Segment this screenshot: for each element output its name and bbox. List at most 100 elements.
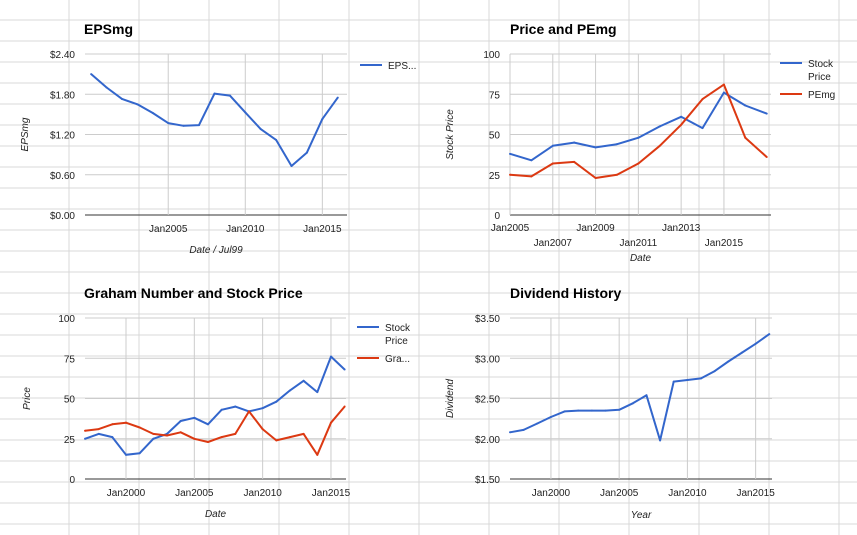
graham-data-point xyxy=(97,432,100,435)
eps-y-tick-label: $0.00 xyxy=(50,211,75,222)
price-x-tick-label: Jan2013 xyxy=(662,223,701,234)
graham-data-point xyxy=(220,408,223,411)
eps-y-tick-label: $1.80 xyxy=(50,90,75,101)
price-data-point xyxy=(615,173,618,176)
dividend-data-point xyxy=(563,410,566,413)
graham-data-point xyxy=(329,421,332,424)
eps-y-tick-label: $2.40 xyxy=(50,50,75,61)
eps-data-point xyxy=(198,124,201,127)
eps-data-point xyxy=(290,165,293,168)
graham-data-point xyxy=(316,453,319,456)
price-data-point xyxy=(680,123,683,126)
price-data-point xyxy=(744,136,747,139)
price-y-axis-title: Stock Price xyxy=(445,109,456,160)
price-x-tick-label: Jan2009 xyxy=(576,223,615,234)
graham-data-point xyxy=(343,405,346,408)
graham-x-tick-label: Jan2000 xyxy=(107,488,146,499)
graham-legend-label: Gra... xyxy=(385,354,410,365)
dividend-x-tick-label: Jan2005 xyxy=(600,488,639,499)
price-data-point xyxy=(551,162,554,165)
dividend-y-tick-label: $2.00 xyxy=(475,435,500,446)
price-chart-title: Price and PEmg xyxy=(510,21,617,37)
price-data-point xyxy=(509,173,511,176)
graham-y-tick-label: 100 xyxy=(58,314,75,325)
price-data-point xyxy=(530,175,533,178)
dividend-data-point xyxy=(631,402,634,405)
price-data-point xyxy=(722,91,725,94)
graham-data-point xyxy=(179,420,182,423)
eps-y-tick-label: $1.20 xyxy=(50,131,75,142)
eps-legend-label: EPS... xyxy=(388,61,416,72)
graham-data-point xyxy=(316,391,319,394)
eps-series-line-0 xyxy=(90,73,339,167)
graham-y-tick-label: 50 xyxy=(64,395,76,406)
dividend-history-chart: Dividend History $1.50 $2.00 $2.50 $3.00 $3.5… xyxy=(428,267,856,534)
dividend-series-line-0 xyxy=(509,333,770,442)
graham-y-tick-label: 0 xyxy=(69,475,75,486)
graham-data-point xyxy=(302,379,305,382)
dividend-y-tick-label: $1.50 xyxy=(475,475,500,486)
eps-x-axis-title: Date / Jul99 xyxy=(189,245,243,256)
eps-chart: EPSmg $0.00 $0.60 $1.20 $1.80 $2.40 Jan2005 Jan… xyxy=(0,1,425,266)
eps-data-point xyxy=(182,124,185,127)
price-legend-label: Price xyxy=(808,72,831,83)
eps-data-point xyxy=(305,151,308,154)
graham-legend-label: Stock xyxy=(385,323,411,334)
graham-number-chart: Graham Number and Stock Price 0 25 50 75 100 J… xyxy=(0,267,425,534)
eps-data-point xyxy=(90,73,93,76)
graham-data-point xyxy=(165,434,168,437)
dividend-data-point xyxy=(536,422,539,425)
graham-data-point xyxy=(84,437,86,440)
graham-data-point xyxy=(179,431,182,434)
dividend-y-tick-label: $3.00 xyxy=(475,354,500,365)
graham-x-tick-label: Jan2010 xyxy=(243,488,282,499)
price-y-tick-label: 75 xyxy=(489,90,501,101)
price-data-point xyxy=(658,125,661,128)
dividend-x-tick-label: Jan2000 xyxy=(532,488,571,499)
graham-data-point xyxy=(124,453,127,456)
dividend-data-point xyxy=(713,370,716,373)
graham-chart-title: Graham Number and Stock Price xyxy=(84,285,303,301)
eps-data-point xyxy=(213,92,216,95)
eps-data-point xyxy=(136,103,139,106)
eps-data-point xyxy=(321,118,324,121)
graham-data-point xyxy=(261,407,264,410)
eps-data-point xyxy=(167,122,170,125)
dividend-y-tick-label: $2.50 xyxy=(475,395,500,406)
dividend-data-point xyxy=(577,409,580,412)
price-data-point xyxy=(658,144,661,147)
dividend-data-point xyxy=(645,394,648,397)
price-x-tick-label: Jan2011 xyxy=(620,238,658,249)
eps-x-tick-label: Jan2010 xyxy=(226,224,265,235)
graham-data-point xyxy=(302,432,305,435)
dividend-data-point xyxy=(509,431,511,434)
graham-y-tick-label: 25 xyxy=(64,435,76,446)
dividend-data-point xyxy=(700,377,703,380)
graham-legend-label: Price xyxy=(385,336,408,347)
price-data-point xyxy=(722,83,725,86)
eps-data-point xyxy=(105,86,108,89)
graham-data-point xyxy=(288,389,291,392)
eps-data-point xyxy=(259,128,262,131)
dividend-data-point xyxy=(672,380,675,383)
graham-data-point xyxy=(247,410,250,413)
dividend-data-point xyxy=(727,360,730,363)
price-y-tick-label: 100 xyxy=(483,50,500,61)
price-legend-label: Stock xyxy=(808,59,834,70)
eps-data-point xyxy=(336,96,339,99)
price-data-point xyxy=(530,159,533,162)
price-y-tick-label: 50 xyxy=(489,131,501,142)
dividend-data-point xyxy=(618,408,621,411)
graham-data-point xyxy=(97,428,100,431)
price-x-tick-label: Jan2015 xyxy=(705,238,744,249)
graham-data-point xyxy=(206,440,209,443)
price-data-point xyxy=(509,152,511,155)
dividend-data-point xyxy=(754,342,757,345)
price-data-point xyxy=(573,141,576,144)
dividend-data-point xyxy=(604,409,607,412)
price-data-point xyxy=(701,127,704,130)
price-data-point xyxy=(573,160,576,163)
eps-y-tick-label: $0.60 xyxy=(50,171,75,182)
graham-data-point xyxy=(138,426,141,429)
